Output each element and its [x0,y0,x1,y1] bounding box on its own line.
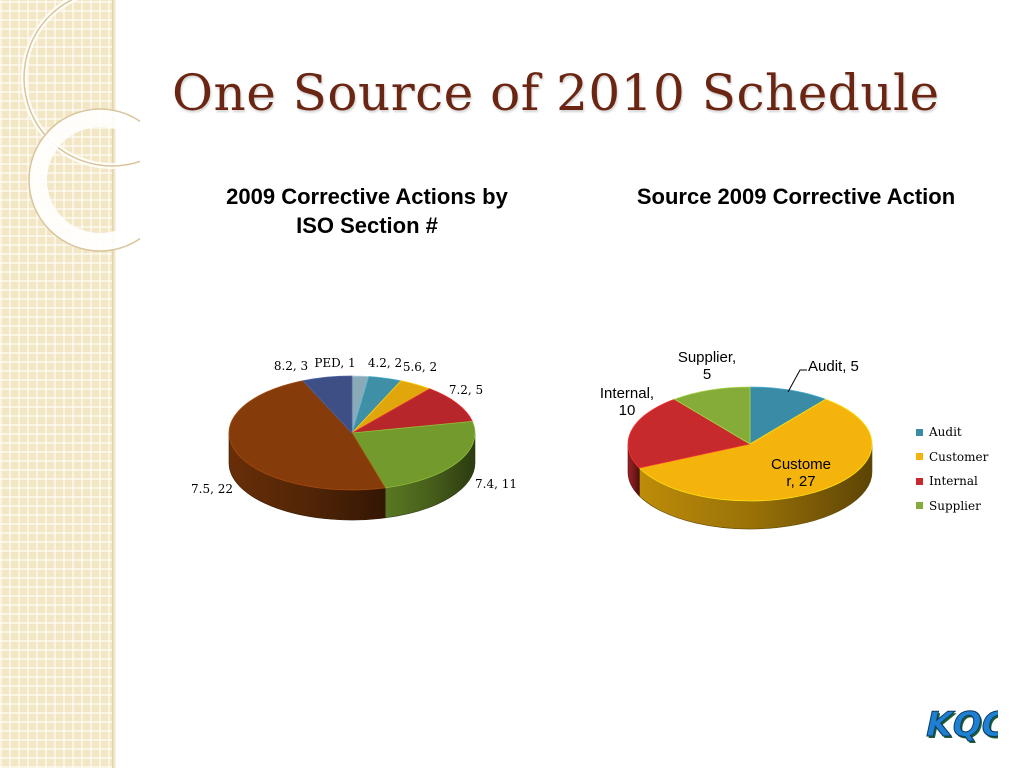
chart2-title: Source 2009 Corrective Action [636,184,956,209]
data-label-4-2: 4.2, 2 [368,356,402,370]
logo-text: KQC [922,705,998,745]
slide-title: One Source of 2010 Schedule [172,64,940,122]
data-label-7-4: 7.4, 11 [475,477,517,491]
pie-slice-customer [638,398,873,502]
pie-slice-supplier [673,386,751,445]
legend-swatch [916,502,923,510]
data-label-7-5: 7.5, 22 [191,482,233,496]
pie-slice-7-2 [351,388,474,434]
legend-item-supplier: Supplier [916,494,988,519]
data-label-audit: Audit, 5 [808,358,859,375]
chart1-title: 2009 Corrective Actions by ISO Section # [226,184,508,238]
legend-swatch [916,428,923,436]
chart2-legend: Audit Customer Internal Supplier [916,420,988,518]
data-label-customer: Custome r, 27 [771,456,831,490]
legend-swatch [916,477,923,485]
pie-slice-7-5 [228,380,386,491]
kqc-logo: KQC KQC [921,705,998,747]
legend-item-internal: Internal [916,469,988,494]
legend-label: Customer [929,449,989,464]
data-label-8-2: 8.2, 3 [274,359,308,373]
decorative-rings [21,0,140,252]
side-band-edge [112,0,116,768]
logo-text-shadow: KQC [923,707,998,747]
legend-label: Audit [929,425,962,440]
data-label-ped: PED, 1 [314,356,355,370]
pie-slice-8-2 [302,375,353,435]
legend-swatch [916,453,923,461]
pie-slice-audit [749,386,827,445]
data-label-supplier: Supplier, 5 [678,349,736,383]
legend-label: Supplier [929,498,981,513]
audit-leader-line [787,369,807,393]
legend-item-customer: Customer [916,445,988,470]
legend-label: Internal [929,474,978,489]
data-label-5-6: 5.6, 2 [403,360,437,374]
legend-item-audit: Audit [916,420,988,445]
pie-slice-internal [627,398,752,469]
data-label-7-2: 7.2, 5 [449,383,483,397]
data-label-internal: Internal, 10 [600,385,654,419]
pie-slice-7-4 [351,420,476,489]
